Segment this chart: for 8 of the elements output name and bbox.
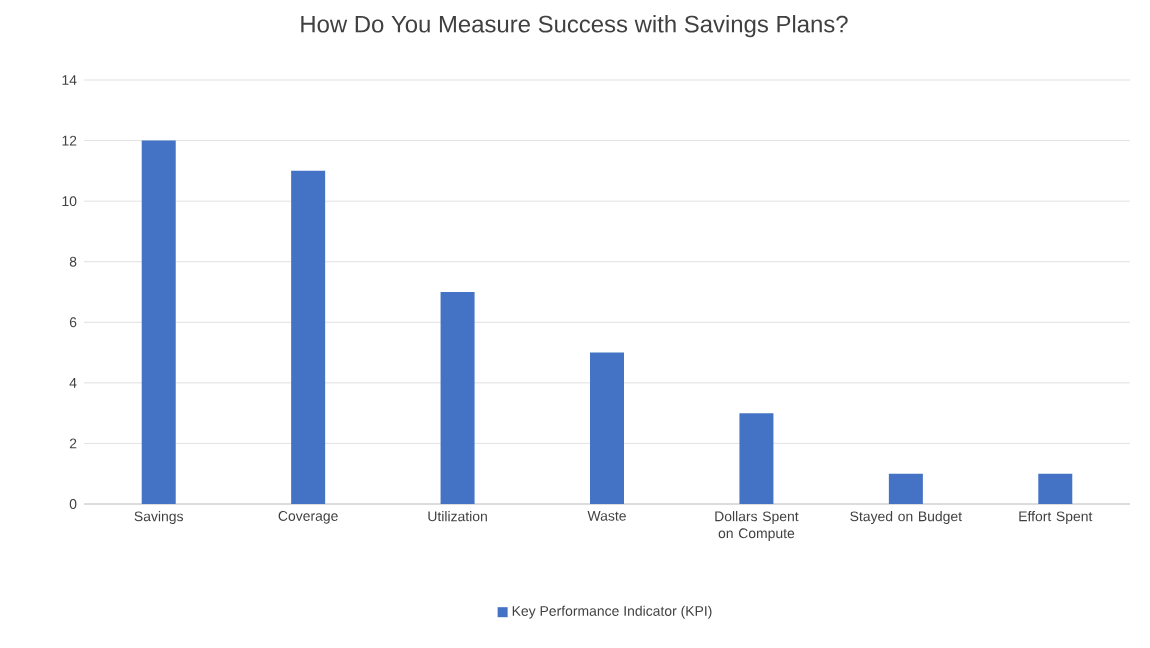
chart-title: How Do You Measure Success with Savings Plans?	[301, 15, 848, 38]
bar	[141, 140, 176, 504]
bar	[440, 292, 475, 504]
bar	[291, 170, 326, 504]
bar	[590, 352, 624, 504]
bar	[1038, 473, 1073, 504]
bar	[739, 413, 774, 504]
bar	[888, 473, 923, 504]
